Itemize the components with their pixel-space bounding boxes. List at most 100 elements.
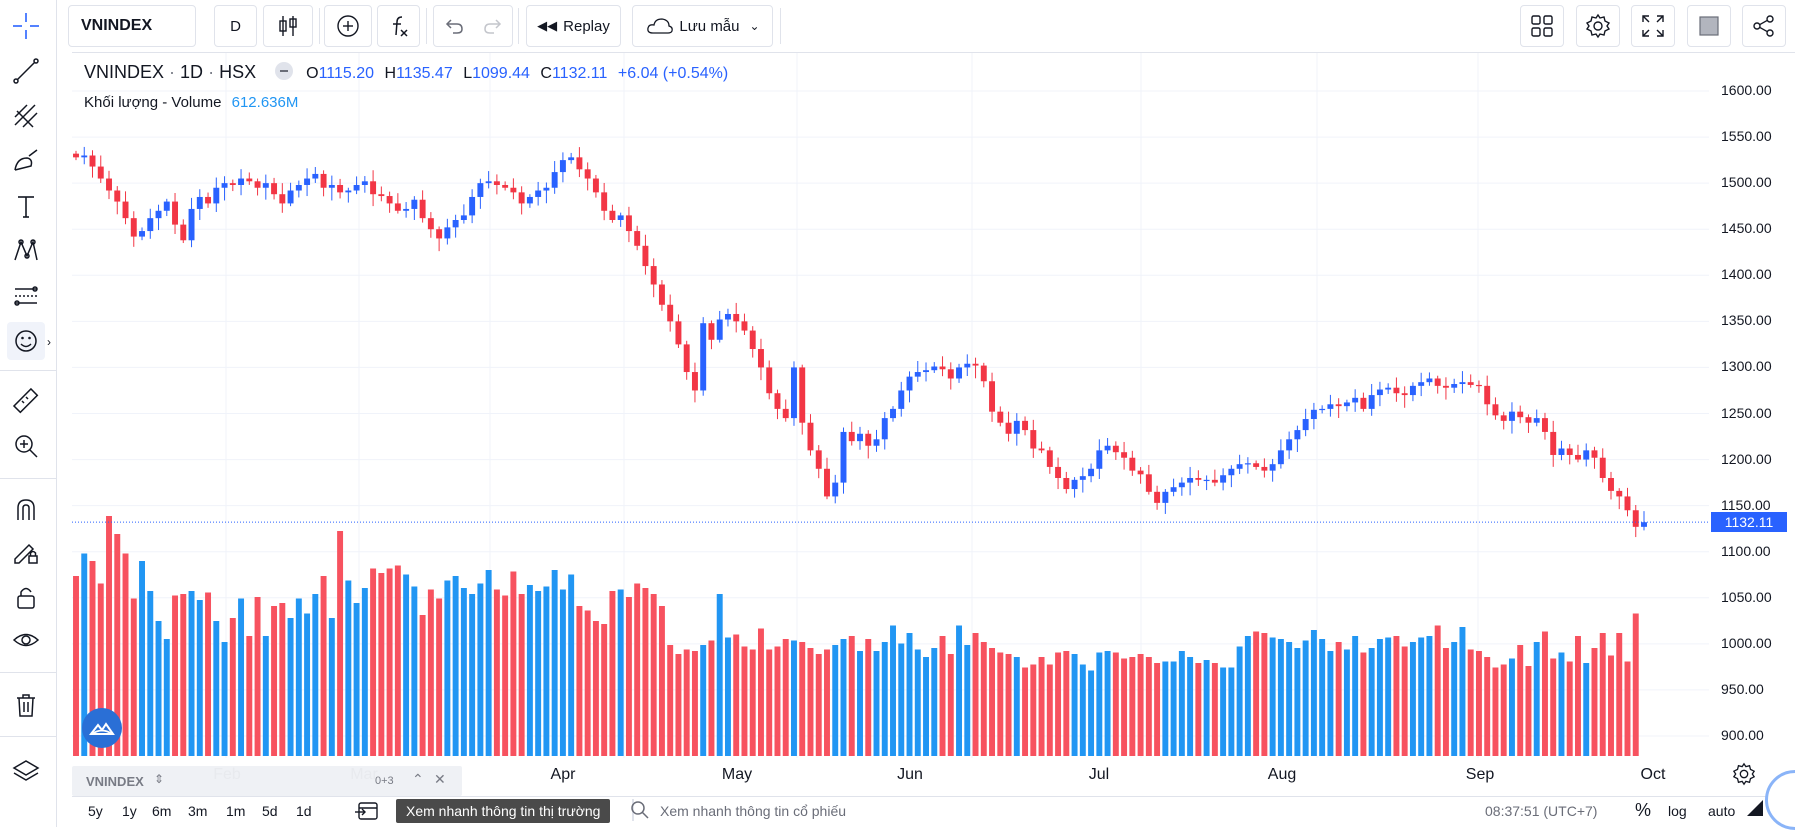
range-button-5d[interactable]: 5d xyxy=(262,803,278,819)
candle-body xyxy=(1608,478,1614,491)
redo-icon[interactable] xyxy=(482,15,504,37)
chart-pane[interactable] xyxy=(72,52,1709,758)
candle-body xyxy=(320,173,327,188)
last-price-tag: 1132.11 xyxy=(1711,512,1787,533)
emoji-icon[interactable] xyxy=(7,322,45,360)
candle-body xyxy=(1475,384,1482,387)
legend-symbol: VNINDEX xyxy=(84,62,165,82)
candle-body xyxy=(1550,431,1557,455)
volume-bar xyxy=(1277,639,1284,756)
undo-icon[interactable] xyxy=(443,15,465,37)
top-toolbar: VNINDEX D ◀◀ Replay Lưu mẫu ⌄ xyxy=(57,0,1795,52)
trash-icon[interactable] xyxy=(7,686,45,724)
range-button-3m[interactable]: 3m xyxy=(188,803,208,819)
candle-body xyxy=(840,431,847,483)
share-icon xyxy=(1753,15,1774,37)
scale-settings-icon[interactable] xyxy=(1732,762,1756,791)
fullscreen-button[interactable] xyxy=(1631,5,1675,47)
candle-body xyxy=(667,304,674,322)
chevron-up-icon[interactable]: ⌃ xyxy=(412,771,424,787)
up-down-icon[interactable]: ⇕ xyxy=(154,772,165,786)
remove-drawings-button[interactable] xyxy=(377,5,420,47)
candle-body xyxy=(147,218,154,232)
mini-symbol-widget[interactable]: VNINDEX ⇕ 0+3 ⌃ ✕ xyxy=(72,766,462,796)
trend-line-icon[interactable] xyxy=(7,52,45,90)
symbol-search[interactable]: VNINDEX xyxy=(68,5,196,47)
candle-body xyxy=(1418,382,1425,386)
chart-type-button[interactable] xyxy=(263,5,313,47)
chevron-right-icon[interactable]: › xyxy=(47,335,51,349)
candle-body xyxy=(625,215,632,232)
range-button-1m[interactable]: 1m xyxy=(226,803,246,819)
candle-body xyxy=(1426,378,1433,383)
share-button[interactable] xyxy=(1742,5,1786,47)
replay-button[interactable]: ◀◀ Replay xyxy=(526,5,621,47)
collapse-icon[interactable] xyxy=(1747,800,1763,816)
range-button-6m[interactable]: 6m xyxy=(152,803,172,819)
volume-label: Khối lượng - Volume xyxy=(84,94,222,111)
search-icon[interactable] xyxy=(630,800,650,823)
percent-toggle[interactable]: % xyxy=(1635,800,1652,820)
eye-icon[interactable] xyxy=(7,621,45,659)
price-chart[interactable] xyxy=(72,52,1709,758)
range-button-5y[interactable]: 5y xyxy=(88,803,103,819)
stock-search-input[interactable]: Xem nhanh thông tin cổ phiếu xyxy=(660,803,847,819)
candle-body xyxy=(287,190,294,204)
candle-body xyxy=(1137,470,1144,475)
interval-button[interactable]: D xyxy=(214,5,257,47)
market-overview-button[interactable]: Xem nhanh thông tin thị trường xyxy=(396,799,611,823)
volume-bar xyxy=(1327,651,1334,756)
range-button-1y[interactable]: 1y xyxy=(122,803,137,819)
volume-bar xyxy=(832,645,839,756)
volume-bar xyxy=(1244,636,1251,756)
volume-bar xyxy=(724,637,731,756)
candle-body xyxy=(97,166,104,179)
candle-body xyxy=(114,190,121,202)
volume-bar xyxy=(1022,667,1029,756)
unlock-icon[interactable] xyxy=(7,578,45,616)
volume-bar xyxy=(799,642,806,756)
volume-bar xyxy=(559,589,566,756)
volume-bar xyxy=(873,651,880,756)
volume-bar xyxy=(312,594,319,756)
candle-body xyxy=(1533,418,1540,423)
save-template-button[interactable]: Lưu mẫu ⌄ xyxy=(632,5,773,47)
close-icon[interactable]: ✕ xyxy=(434,771,446,787)
snapshot-button[interactable] xyxy=(1687,5,1731,47)
candle-body xyxy=(568,157,575,161)
fib-retracement-icon[interactable] xyxy=(7,277,45,315)
pitchfork-icon[interactable] xyxy=(7,97,45,135)
mini-value: 0+3 xyxy=(375,775,394,787)
volume-bar xyxy=(262,636,269,756)
volume-bar xyxy=(1055,652,1062,756)
legend-status-icon[interactable] xyxy=(275,62,294,81)
pattern-icon[interactable] xyxy=(7,232,45,270)
volume-bar xyxy=(353,603,360,756)
crosshair-icon[interactable] xyxy=(7,7,45,45)
volume-bar xyxy=(477,583,484,756)
layers-icon[interactable] xyxy=(7,752,45,790)
mini-symbol: VNINDEX xyxy=(86,774,144,789)
lock-drawing-icon[interactable] xyxy=(7,533,45,571)
candle-body xyxy=(1071,479,1078,490)
settings-button[interactable] xyxy=(1576,5,1620,47)
candle-body xyxy=(345,190,352,193)
auto-toggle[interactable]: auto xyxy=(1708,803,1736,819)
text-tool-icon[interactable] xyxy=(7,187,45,225)
layout-button[interactable] xyxy=(1520,5,1564,47)
magnet-icon[interactable] xyxy=(7,490,45,528)
indicators-button[interactable] xyxy=(324,5,372,47)
candle-body xyxy=(881,418,888,440)
replay-label: Replay xyxy=(563,17,610,35)
volume-bar xyxy=(741,646,748,756)
ruler-icon[interactable] xyxy=(7,382,45,420)
goto-date-icon[interactable] xyxy=(354,800,380,825)
brush-icon[interactable] xyxy=(7,142,45,180)
candle-body xyxy=(650,266,657,285)
volume-bar xyxy=(238,598,245,756)
zoom-in-icon[interactable] xyxy=(7,427,45,465)
price-scale[interactable]: 1600.00 1550.00 1500.00 1450.00 1400.00 1350.… xyxy=(1709,52,1795,758)
range-button-1d[interactable]: 1d xyxy=(296,803,312,819)
candle-body xyxy=(1376,389,1383,396)
log-toggle[interactable]: log xyxy=(1668,803,1687,819)
